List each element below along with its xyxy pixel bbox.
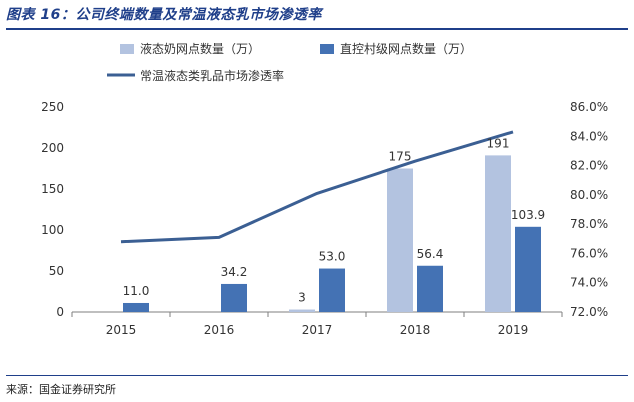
- y-right-tick-label: 74.0%: [570, 276, 608, 290]
- line-penetration-rate: [120, 130, 514, 244]
- penetration-line: [120, 130, 514, 244]
- y-left-tick-label: 100: [41, 223, 64, 237]
- data-label-village-outlets: 11.0: [123, 284, 150, 298]
- y-left-tick-label: 0: [56, 305, 64, 319]
- source-note: 来源：国金证券研究所: [6, 383, 116, 396]
- y-right-tick-label: 86.0%: [570, 100, 608, 114]
- y-right-tick-label: 76.0%: [570, 246, 608, 260]
- bar-village-outlets: [221, 283, 247, 312]
- bar-village-outlets: [319, 268, 345, 312]
- x-tick-label: 2016: [204, 323, 235, 337]
- bar-village-outlets: [123, 302, 149, 312]
- y-left-tick-label: 200: [41, 141, 64, 155]
- y-left-tick-label: 250: [41, 100, 64, 114]
- data-label-village-outlets: 34.2: [221, 265, 248, 279]
- figure-title: 图表 16：公司终端数量及常温液态乳市场渗透率: [6, 7, 322, 23]
- legend-label-series-3: 常温液态类乳品市场渗透率: [140, 68, 284, 83]
- bar-retail-outlets: [387, 168, 413, 312]
- x-tick-label: 2017: [302, 323, 333, 337]
- y-right-tick-label: 80.0%: [570, 188, 608, 202]
- y-right-tick-label: 72.0%: [570, 305, 608, 319]
- bar-village-outlets: [417, 265, 443, 312]
- legend-label-series-1: 液态奶网点数量（万）: [140, 41, 260, 56]
- title-rule: [6, 28, 628, 30]
- data-label-village-outlets: 53.0: [319, 250, 346, 264]
- data-label-village-outlets: 103.9: [511, 208, 545, 222]
- data-label-retail-outlets: 191: [487, 136, 510, 150]
- data-label-village-outlets: 56.4: [417, 247, 444, 261]
- y-right-tick-label: 78.0%: [570, 217, 608, 231]
- bar-retail-outlets: [289, 309, 315, 312]
- y-left-tick-label: 150: [41, 182, 64, 196]
- legend-swatch-light-bar: [120, 44, 134, 54]
- x-tick-label: 2018: [400, 323, 431, 337]
- y-left-tick-label: 50: [49, 264, 64, 278]
- legend-label-series-2: 直控村级网点数量（万）: [340, 41, 472, 56]
- data-label-retail-outlets: 3: [298, 291, 306, 305]
- bars: [123, 155, 541, 312]
- bar-village-outlets: [515, 226, 541, 312]
- axes: 2015 2016 2017 2018 2019 0 50 100 150 200 250 72.0%…: [41, 100, 608, 337]
- legend-swatch-dark-bar: [320, 44, 334, 54]
- data-label-retail-outlets: 175: [389, 150, 412, 164]
- legend: 液态奶网点数量（万） 直控村级网点数量（万） 常温液态类乳品市场渗透率: [107, 41, 472, 83]
- x-tick-label: 2015: [106, 323, 137, 337]
- source-rule: [6, 375, 628, 376]
- y-right-tick-label: 82.0%: [570, 159, 608, 173]
- y-right-tick-label: 84.0%: [570, 129, 608, 143]
- x-tick-label: 2019: [498, 323, 529, 337]
- bar-retail-outlets: [485, 155, 511, 312]
- data-labels: 11.0 34.2 3 53.0 175 56.4 191 103.9: [123, 136, 546, 304]
